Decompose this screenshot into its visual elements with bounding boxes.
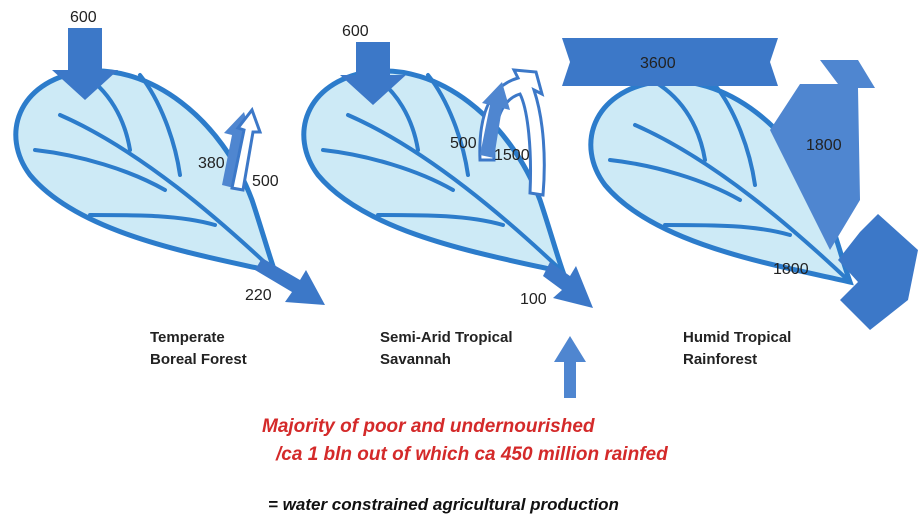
flow-value: 3600 xyxy=(640,55,676,72)
evap-arrow xyxy=(770,60,875,250)
panel-label: Boreal Forest xyxy=(150,351,247,368)
transp-arrow xyxy=(230,106,263,192)
leaf-panel xyxy=(16,28,325,305)
panel-label: Humid Tropical xyxy=(683,329,791,346)
flow-value: 500 xyxy=(450,135,477,152)
evap-arrow xyxy=(480,82,510,158)
flow-value: 600 xyxy=(342,23,369,40)
rain-arrow xyxy=(52,28,118,100)
flow-value: 220 xyxy=(245,287,272,304)
flow-value: 600 xyxy=(70,9,97,26)
flow-value: 1800 xyxy=(806,137,842,154)
panel-label: Temperate xyxy=(150,329,225,346)
rain-band xyxy=(562,38,778,86)
runoff-arrow xyxy=(543,262,593,308)
panel-label: Semi-Arid Tropical xyxy=(380,329,513,346)
pointer-arrow xyxy=(554,336,586,398)
conclusion-text: = water constrained agricultural product… xyxy=(268,495,619,514)
callout-text: Majority of poor and undernourished xyxy=(262,416,595,437)
callout-text: /ca 1 bln out of which ca 450 million ra… xyxy=(275,444,668,465)
leaf-panel xyxy=(304,42,593,308)
rain-arrow xyxy=(340,42,406,105)
flow-value: 380 xyxy=(198,155,225,172)
flow-value: 1800 xyxy=(773,261,809,278)
flow-value: 500 xyxy=(252,173,279,190)
flow-value: 100 xyxy=(520,291,547,308)
panel-label: Rainforest xyxy=(683,351,757,368)
panel-label: Savannah xyxy=(380,351,451,368)
flow-value: 1500 xyxy=(494,147,530,164)
runoff-arrow xyxy=(255,258,325,305)
runoff-arrow xyxy=(838,214,918,330)
